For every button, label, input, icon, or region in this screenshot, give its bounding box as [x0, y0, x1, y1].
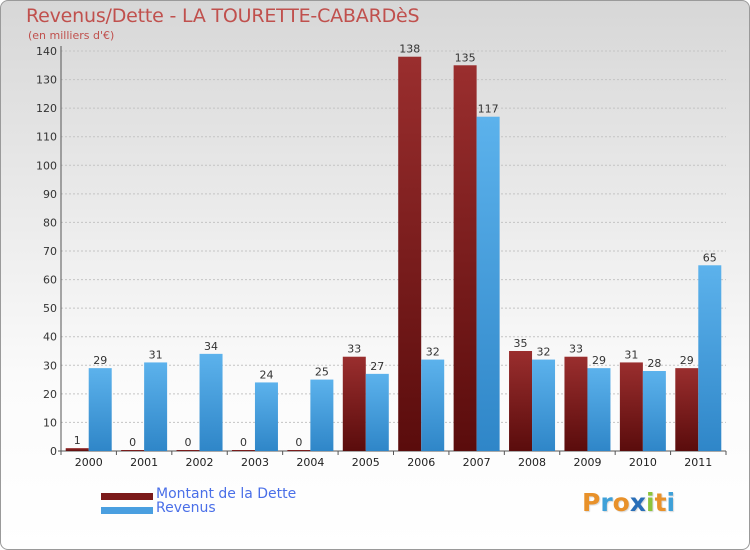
x-tick-label: 2006 — [407, 456, 435, 469]
bar-dette — [287, 450, 311, 451]
data-label: 28 — [647, 357, 661, 370]
y-tick-label: 90 — [43, 188, 57, 201]
y-tick-label: 140 — [36, 45, 57, 58]
y-tick-label: 20 — [43, 388, 57, 401]
data-label: 65 — [703, 251, 717, 264]
data-label: 138 — [399, 43, 420, 56]
data-label: 25 — [315, 366, 329, 379]
bar-dette — [65, 448, 89, 451]
data-label: 32 — [426, 346, 440, 359]
bar-revenus — [88, 368, 112, 451]
data-label: 0 — [185, 436, 192, 449]
data-label: 29 — [680, 354, 694, 367]
bar-dette — [675, 368, 699, 451]
bar-revenus — [587, 368, 611, 451]
bar-dette — [121, 450, 145, 451]
x-tick-label: 2000 — [75, 456, 103, 469]
bar-revenus — [365, 373, 389, 451]
bar-dette — [342, 356, 366, 451]
bar-revenus — [532, 359, 556, 451]
proxiti-logo: Proxiti — [582, 488, 675, 517]
chart-title: Revenus/Dette - LA TOURETTE-CABARDèS — [26, 5, 420, 27]
bar-revenus — [144, 362, 168, 451]
data-label: 24 — [259, 368, 273, 381]
data-label: 33 — [347, 343, 361, 356]
y-tick-label: 40 — [43, 331, 57, 344]
x-tick-label: 2003 — [241, 456, 269, 469]
bar-revenus — [642, 371, 666, 451]
bar-revenus — [476, 116, 500, 451]
logo-letter: x — [629, 488, 646, 517]
logo-letter: i — [646, 488, 655, 517]
y-tick-label: 70 — [43, 245, 57, 258]
data-label: 0 — [240, 436, 247, 449]
data-label: 27 — [370, 360, 384, 373]
data-label: 0 — [129, 436, 136, 449]
bar-dette — [176, 450, 200, 451]
x-tick-label: 2005 — [352, 456, 380, 469]
logo-letter: P — [582, 488, 601, 517]
x-tick-label: 2010 — [629, 456, 657, 469]
bar-revenus — [310, 379, 334, 451]
y-tick-label: 0 — [50, 445, 57, 458]
logo-letter: r — [600, 488, 613, 517]
y-tick-label: 10 — [43, 416, 57, 429]
logo-letter: o — [612, 488, 630, 517]
x-tick-label: 2004 — [296, 456, 324, 469]
data-label: 32 — [537, 346, 551, 359]
legend-swatch-dette — [101, 493, 153, 500]
y-tick-label: 100 — [36, 159, 57, 172]
data-label: 135 — [455, 51, 476, 64]
x-tick-label: 2007 — [463, 456, 491, 469]
logo-letter: t — [654, 488, 667, 517]
data-label: 31 — [624, 348, 638, 361]
legend-label-revenus: Revenus — [156, 500, 216, 516]
bar-dette — [453, 65, 477, 452]
x-tick-label: 2001 — [130, 456, 158, 469]
data-label: 31 — [149, 348, 163, 361]
data-label: 0 — [295, 436, 302, 449]
bar-dette — [509, 351, 533, 451]
y-tick-label: 120 — [36, 102, 57, 115]
bar-revenus — [698, 265, 722, 451]
legend-swatch-revenus — [101, 507, 153, 514]
bar-revenus — [421, 359, 445, 451]
data-label: 1 — [74, 434, 81, 447]
data-label: 29 — [592, 354, 606, 367]
bar-dette — [619, 362, 643, 451]
data-label: 117 — [478, 103, 499, 116]
y-tick-label: 50 — [43, 302, 57, 315]
x-tick-label: 2002 — [186, 456, 214, 469]
data-label: 29 — [93, 354, 107, 367]
x-tick-label: 2008 — [518, 456, 546, 469]
y-tick-label: 130 — [36, 74, 57, 87]
logo-letter: i — [666, 488, 676, 517]
data-label: 33 — [569, 343, 583, 356]
y-tick-label: 30 — [43, 359, 57, 372]
legend-label-dette: Montant de la Dette — [156, 486, 297, 502]
y-tick-label: 80 — [43, 216, 57, 229]
y-tick-label: 110 — [36, 131, 57, 144]
data-label: 34 — [204, 340, 218, 353]
x-tick-label: 2011 — [684, 456, 712, 469]
bar-dette — [231, 450, 255, 451]
bar-revenus — [199, 353, 223, 451]
x-tick-label: 2009 — [573, 456, 601, 469]
y-tick-label: 60 — [43, 274, 57, 287]
bar-revenus — [254, 382, 278, 451]
data-label: 35 — [514, 337, 528, 350]
chart-subtitle: (en milliers d'€) — [28, 29, 115, 42]
bar-dette — [564, 356, 588, 451]
bar-dette — [398, 56, 422, 451]
